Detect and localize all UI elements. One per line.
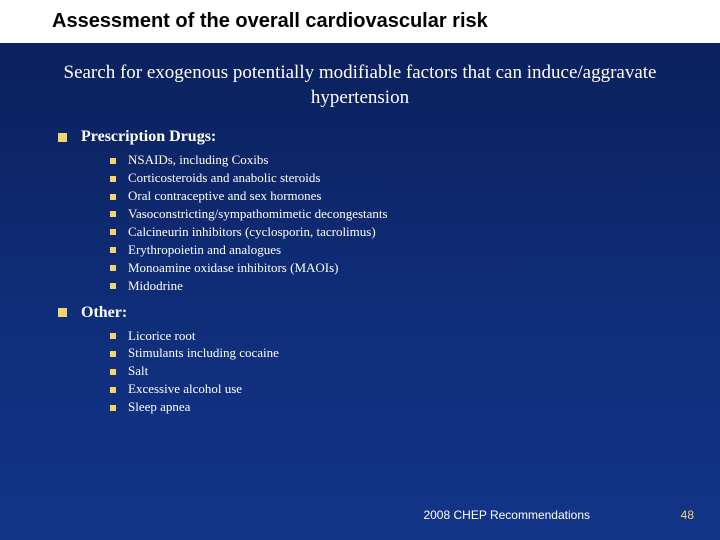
list-item: Vasoconstricting/sympathomimetic deconge… bbox=[110, 206, 720, 223]
list-item: Licorice root bbox=[110, 328, 720, 345]
footer-text: 2008 CHEP Recommendations bbox=[423, 508, 590, 522]
section-label: Other: bbox=[81, 304, 127, 322]
item-text: Stimulants including cocaine bbox=[128, 345, 279, 362]
section-label: Prescription Drugs: bbox=[81, 128, 216, 146]
item-text: Corticosteroids and anabolic steroids bbox=[128, 170, 320, 187]
item-text: Calcineurin inhibitors (cyclosporin, tac… bbox=[128, 224, 376, 241]
square-bullet-icon bbox=[110, 387, 116, 393]
item-text: Erythropoietin and analogues bbox=[128, 242, 281, 259]
square-bullet-icon bbox=[58, 133, 67, 142]
sub-list: Licorice root Stimulants including cocai… bbox=[58, 328, 720, 416]
square-bullet-icon bbox=[110, 158, 116, 164]
square-bullet-icon bbox=[110, 265, 116, 271]
list-item: Corticosteroids and anabolic steroids bbox=[110, 170, 720, 187]
list-item: Midodrine bbox=[110, 278, 720, 295]
square-bullet-icon bbox=[110, 211, 116, 217]
item-text: Midodrine bbox=[128, 278, 183, 295]
list-item: Oral contraceptive and sex hormones bbox=[110, 188, 720, 205]
section-header: Prescription Drugs: bbox=[58, 128, 720, 146]
section-header: Other: bbox=[58, 304, 720, 322]
list-item: Calcineurin inhibitors (cyclosporin, tac… bbox=[110, 224, 720, 241]
list-item: Salt bbox=[110, 363, 720, 380]
item-text: NSAIDs, including Coxibs bbox=[128, 152, 268, 169]
square-bullet-icon bbox=[110, 351, 116, 357]
list-item: Monoamine oxidase inhibitors (MAOIs) bbox=[110, 260, 720, 277]
square-bullet-icon bbox=[110, 194, 116, 200]
item-text: Sleep apnea bbox=[128, 399, 190, 416]
item-text: Licorice root bbox=[128, 328, 196, 345]
square-bullet-icon bbox=[110, 247, 116, 253]
sub-list: NSAIDs, including Coxibs Corticosteroids… bbox=[58, 152, 720, 294]
item-text: Vasoconstricting/sympathomimetic deconge… bbox=[128, 206, 388, 223]
list-item: NSAIDs, including Coxibs bbox=[110, 152, 720, 169]
list-item: Excessive alcohol use bbox=[110, 381, 720, 398]
section-other: Other: Licorice root Stimulants includin… bbox=[0, 296, 720, 416]
page-number: 48 bbox=[681, 508, 694, 522]
square-bullet-icon bbox=[110, 229, 116, 235]
item-text: Excessive alcohol use bbox=[128, 381, 242, 398]
square-bullet-icon bbox=[110, 176, 116, 182]
slide-title: Assessment of the overall cardiovascular… bbox=[52, 10, 488, 32]
square-bullet-icon bbox=[110, 283, 116, 289]
square-bullet-icon bbox=[110, 333, 116, 339]
square-bullet-icon bbox=[110, 369, 116, 375]
square-bullet-icon bbox=[58, 308, 67, 317]
square-bullet-icon bbox=[110, 405, 116, 411]
list-item: Erythropoietin and analogues bbox=[110, 242, 720, 259]
item-text: Salt bbox=[128, 363, 148, 380]
slide-title-bar: Assessment of the overall cardiovascular… bbox=[0, 0, 720, 43]
list-item: Stimulants including cocaine bbox=[110, 345, 720, 362]
item-text: Monoamine oxidase inhibitors (MAOIs) bbox=[128, 260, 339, 277]
slide-subtitle: Search for exogenous potentially modifia… bbox=[0, 43, 720, 120]
item-text: Oral contraceptive and sex hormones bbox=[128, 188, 321, 205]
section-prescription-drugs: Prescription Drugs: NSAIDs, including Co… bbox=[0, 120, 720, 294]
list-item: Sleep apnea bbox=[110, 399, 720, 416]
